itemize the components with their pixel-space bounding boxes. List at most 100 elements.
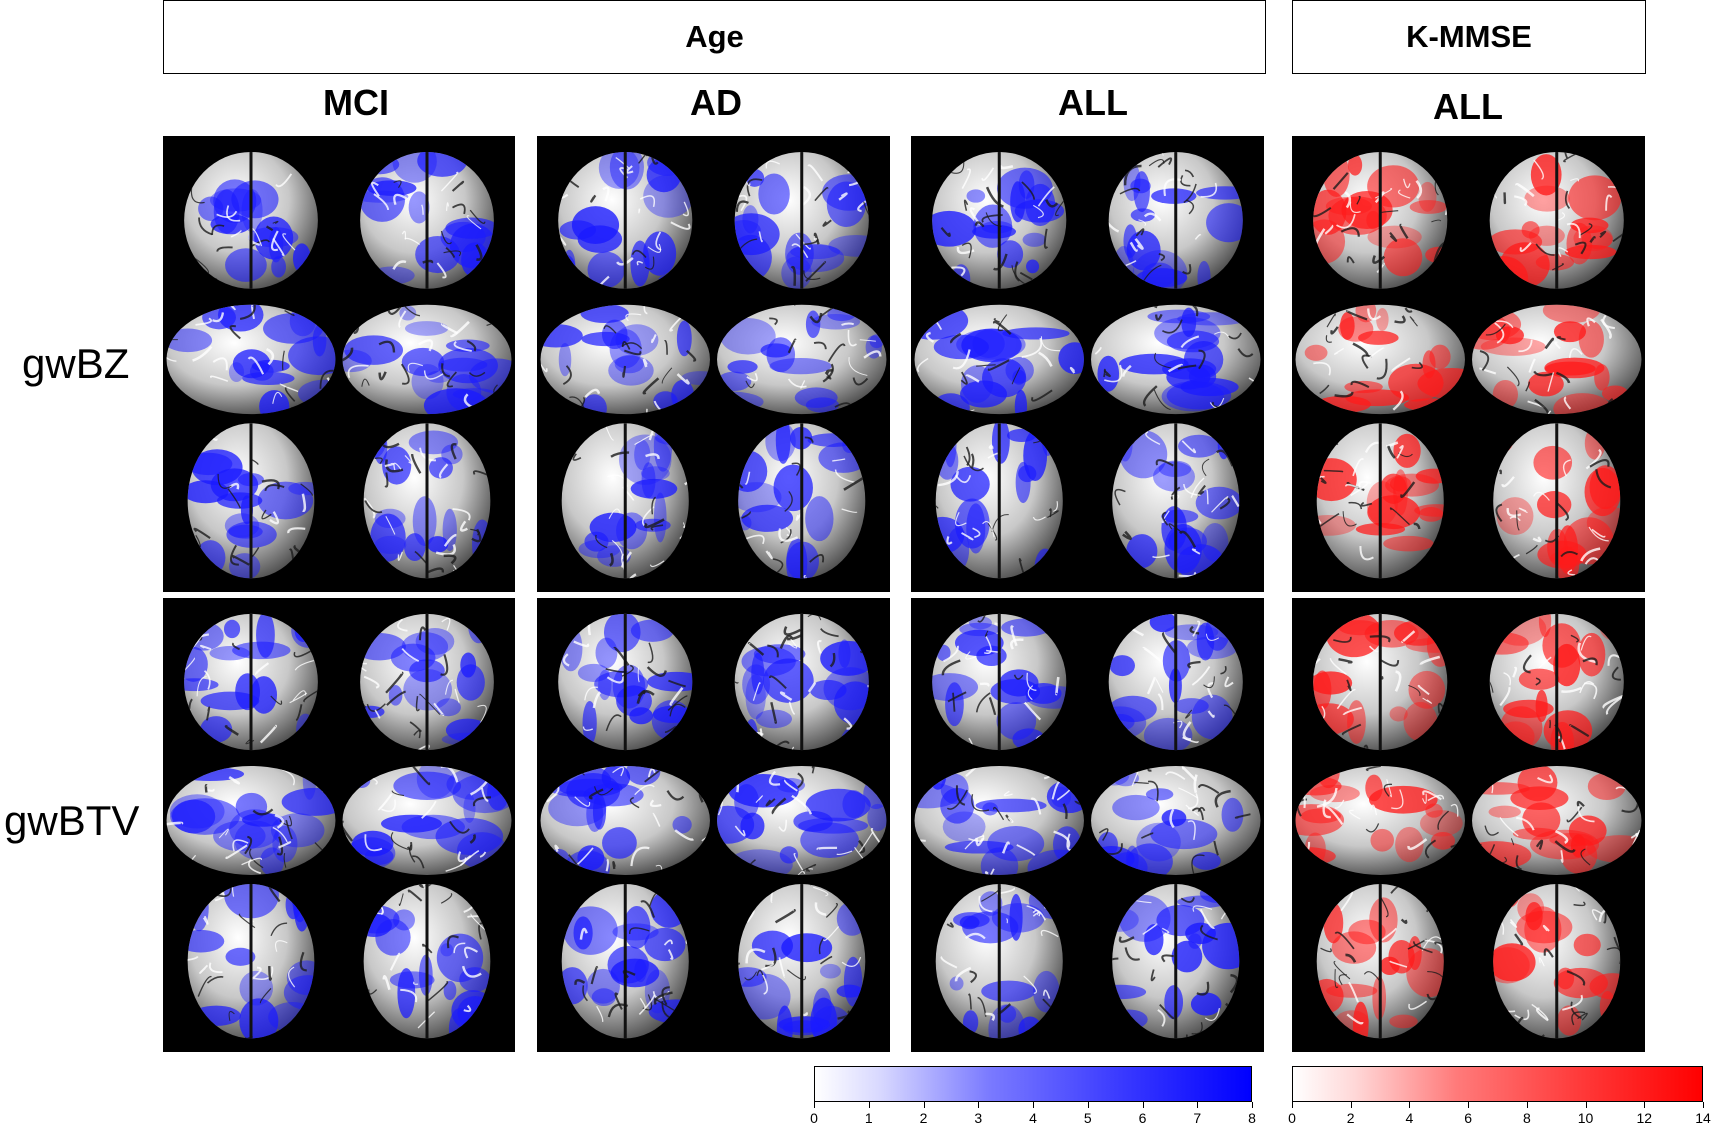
brain-view — [932, 613, 1067, 751]
brain-panel-gwbz-all-age — [911, 136, 1264, 592]
kmmse-colorbar-tickmark — [1350, 1102, 1352, 1108]
kmmse-colorbar-tickmark — [1644, 1102, 1646, 1108]
brain-view — [1489, 613, 1624, 751]
brain-view — [935, 423, 1063, 579]
brain-view — [1091, 765, 1261, 875]
brain-view — [540, 304, 710, 415]
age-colorbar — [814, 1066, 1252, 1102]
brain-panel-gwbtv-all-age — [911, 598, 1264, 1052]
age-colorbar-tickmark — [1252, 1102, 1253, 1108]
kmmse-colorbar — [1292, 1066, 1703, 1102]
age-colorbar-tickmark — [1197, 1102, 1199, 1108]
age-header-label: Age — [685, 19, 744, 54]
column-label-mci: MCI — [323, 82, 389, 123]
brain-view — [734, 613, 869, 751]
brain-view — [166, 304, 336, 415]
brain-view — [738, 423, 866, 579]
brain-view — [558, 151, 693, 289]
brain-view — [540, 765, 710, 875]
brain-view — [1112, 884, 1240, 1039]
age-colorbar-tickmark — [1142, 1102, 1144, 1108]
brain-view — [932, 151, 1067, 289]
age-colorbar-tick-label: 6 — [1138, 1110, 1147, 1126]
row-label-gwbz: gwBZ — [22, 340, 130, 387]
kmmse-colorbar-tickmark — [1703, 1102, 1704, 1108]
brain-view — [1316, 884, 1444, 1039]
brain-view — [1295, 304, 1465, 415]
brain-rendering — [540, 151, 887, 579]
brain-view — [184, 613, 318, 751]
column-label-ad: AD — [690, 82, 742, 123]
kmmse-colorbar-tickmark — [1409, 1102, 1411, 1108]
brain-view — [1108, 151, 1243, 289]
brain-view — [717, 765, 887, 875]
brain-rendering — [1295, 151, 1642, 579]
kmmse-colorbar-tickmark — [1526, 1102, 1528, 1108]
brain-rendering — [914, 151, 1261, 579]
kmmse-colorbar-tick-label: 6 — [1464, 1110, 1473, 1126]
brain-rendering — [1295, 613, 1642, 1039]
kmmse-colorbar-tick-label: 4 — [1405, 1110, 1414, 1126]
kmmse-colorbar-tick-label: 0 — [1288, 1110, 1296, 1126]
brain-rendering — [166, 613, 512, 1039]
brain-view — [1472, 304, 1642, 415]
brain-view — [342, 304, 512, 415]
brain-rendering — [540, 613, 887, 1039]
age-colorbar-tickmark — [923, 1102, 925, 1108]
brain-view — [187, 423, 315, 579]
brain-view — [342, 765, 512, 875]
brain-view — [1091, 304, 1261, 415]
brain-view — [738, 884, 866, 1039]
brain-view — [717, 304, 887, 415]
brain-panel-gwbtv-ad — [537, 598, 890, 1052]
brain-panel-gwbtv-all-kmmse — [1292, 598, 1645, 1052]
brain-view — [1493, 884, 1621, 1039]
age-colorbar-tick-label: 7 — [1193, 1110, 1202, 1126]
age-colorbar-tick-label: 5 — [1083, 1110, 1092, 1126]
brain-panel-gwbtv-mci — [163, 598, 515, 1052]
brain-view — [1112, 423, 1240, 579]
kmmse-colorbar-tick-label: 14 — [1695, 1110, 1711, 1126]
kmmse-colorbar-tick-label: 10 — [1577, 1110, 1594, 1126]
age-colorbar-tickmark — [1033, 1102, 1034, 1108]
brain-panel-gwbz-ad — [537, 136, 890, 592]
brain-view — [1295, 765, 1465, 875]
brain-view — [1472, 765, 1642, 875]
brain-view — [1493, 423, 1621, 579]
brain-view — [363, 423, 491, 579]
brain-view — [558, 613, 693, 751]
kmmse-colorbar-tick-label: 8 — [1522, 1110, 1531, 1126]
age-colorbar-tick-label: 2 — [919, 1110, 928, 1126]
brain-panel-gwbz-all-kmmse — [1292, 136, 1645, 592]
brain-view — [187, 884, 315, 1039]
age-colorbar-tick-label: 0 — [810, 1110, 818, 1126]
brain-view — [1108, 613, 1243, 751]
column-label-all-kmmse: ALL — [1433, 86, 1503, 127]
kmmse-header: K-MMSE — [1292, 0, 1646, 74]
age-colorbar-tickmark — [978, 1102, 980, 1108]
kmmse-header-label: K-MMSE — [1406, 19, 1532, 54]
age-colorbar-tick-label: 3 — [974, 1110, 983, 1126]
kmmse-colorbar-tick-label: 12 — [1636, 1110, 1653, 1126]
age-colorbar-tick-label: 1 — [864, 1110, 873, 1126]
brain-rendering — [166, 151, 512, 579]
kmmse-colorbar-tickmark — [1585, 1102, 1587, 1108]
brain-view — [914, 304, 1084, 415]
brain-view — [561, 884, 689, 1039]
brain-view — [1489, 151, 1624, 289]
age-colorbar-tick-label: 4 — [1029, 1110, 1037, 1126]
brain-view — [1313, 613, 1448, 751]
age-colorbar-tickmark — [814, 1102, 815, 1108]
age-colorbar-tick-label: 8 — [1248, 1110, 1256, 1126]
kmmse-colorbar-tickmark — [1292, 1102, 1293, 1108]
brain-view — [914, 765, 1084, 875]
age-header: Age — [163, 0, 1266, 74]
brain-view — [363, 884, 491, 1039]
age-colorbar-tickmark — [1087, 1102, 1089, 1108]
brain-rendering — [914, 613, 1261, 1039]
brain-view — [360, 151, 494, 289]
brain-view — [184, 151, 318, 289]
kmmse-colorbar-tick-label: 2 — [1346, 1110, 1355, 1126]
age-colorbar-tickmark — [868, 1102, 870, 1108]
brain-panel-gwbz-mci — [163, 136, 515, 592]
